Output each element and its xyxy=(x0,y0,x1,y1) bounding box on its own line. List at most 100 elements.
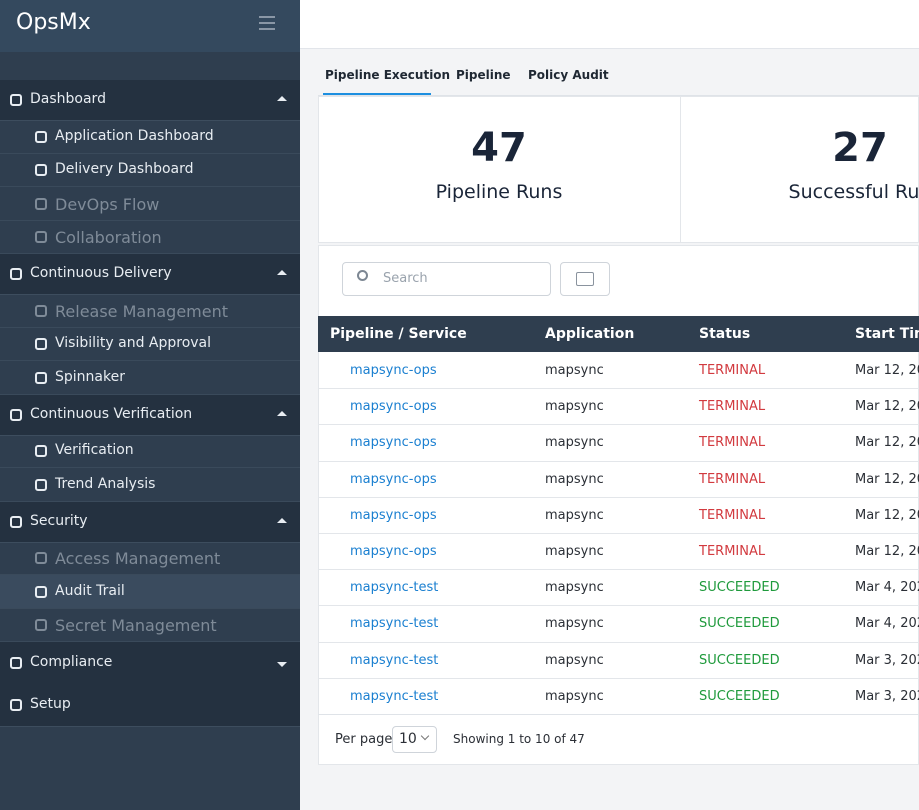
nav-section[interactable] xyxy=(0,501,300,543)
nav-section[interactable] xyxy=(0,394,300,436)
tab[interactable]: Policy Audit xyxy=(528,68,609,82)
nav-section-label: Setup xyxy=(30,696,71,712)
per-page-label: Per page xyxy=(335,732,393,747)
menu-toggle-bar xyxy=(259,22,275,24)
nav-item-label: Access Management xyxy=(55,549,221,569)
nav-section[interactable] xyxy=(0,684,300,727)
top-bar xyxy=(300,0,919,49)
pipeline-link[interactable]: mapsync-ops xyxy=(350,399,437,415)
table-cell: mapsync xyxy=(545,507,604,523)
nav-item-icon xyxy=(35,164,47,177)
nav-item[interactable] xyxy=(0,607,300,609)
table-cell: Mar 12, 20 xyxy=(855,507,919,523)
column-header: Application xyxy=(545,326,635,342)
table-cell: mapsync xyxy=(545,471,604,487)
nav-item-active xyxy=(0,575,300,609)
nav-section[interactable] xyxy=(0,254,300,295)
pipeline-link[interactable]: mapsync-test xyxy=(350,580,439,596)
nav-item[interactable] xyxy=(0,326,300,328)
nav-item-label: DevOps Flow xyxy=(55,194,160,214)
nav-section-icon xyxy=(10,94,22,106)
menu-toggle[interactable] xyxy=(259,16,275,30)
nav-item-icon xyxy=(35,197,47,210)
per-page-select[interactable] xyxy=(392,726,437,753)
tab[interactable]: Pipeline xyxy=(456,68,511,82)
nav-item-label: Collaboration xyxy=(55,228,162,248)
nav-section-label: Continuous Delivery xyxy=(30,265,172,281)
nav-item[interactable] xyxy=(0,641,300,642)
nav-item-label: Secret Management xyxy=(55,616,217,636)
pipeline-link[interactable]: mapsync-ops xyxy=(350,363,437,378)
table-cell: mapsync xyxy=(545,363,604,378)
nav-item-icon xyxy=(35,619,47,632)
table-cell: Mar 12, 20 xyxy=(855,471,919,487)
row-divider xyxy=(318,605,919,607)
logo: OpsMx xyxy=(16,10,91,35)
nav-section-icon xyxy=(10,699,22,711)
nav-item[interactable] xyxy=(0,500,300,502)
nav-item[interactable] xyxy=(0,574,300,575)
table-cell: mapsync xyxy=(545,652,604,668)
row-divider xyxy=(318,533,919,534)
nav-item-label: Release Management xyxy=(55,301,228,321)
nav-caret xyxy=(277,517,287,523)
search-placeholder: Search xyxy=(383,271,428,286)
nav-item[interactable] xyxy=(0,467,300,468)
pipeline-link[interactable]: mapsync-ops xyxy=(350,507,437,523)
tab-divider xyxy=(318,95,919,96)
nav-item-label: Visibility and Approval xyxy=(55,335,212,352)
tab[interactable]: Pipeline Execution xyxy=(325,68,451,82)
table-cell: Mar 12, 20 xyxy=(855,363,919,378)
table-cell: SUCCEEDED xyxy=(699,580,780,596)
row-divider xyxy=(318,460,919,462)
nav-section-icon xyxy=(10,657,22,669)
column-header: Status xyxy=(699,326,751,342)
nav-section-label: Security xyxy=(30,512,88,529)
pipeline-link[interactable]: mapsync-ops xyxy=(350,471,437,487)
nav-item-label: Spinnaker xyxy=(55,368,125,385)
stat-label: Successful Run xyxy=(788,181,919,203)
nav-item-icon xyxy=(35,552,47,565)
nav-item-icon xyxy=(35,304,47,317)
table-cell: Mar 12, 20 xyxy=(855,399,919,415)
nav-item-icon xyxy=(35,371,47,384)
nav-caret xyxy=(277,96,287,101)
table-cell: mapsync xyxy=(545,688,604,704)
nav-item[interactable] xyxy=(0,152,300,154)
table-cell: Mar 3, 202 xyxy=(855,652,919,668)
table-header xyxy=(318,316,919,352)
table-cell: TERMINAL xyxy=(699,507,766,523)
nav-item[interactable] xyxy=(0,253,300,254)
row-divider xyxy=(318,677,919,679)
tab-underline xyxy=(323,93,431,95)
row-divider xyxy=(318,569,919,571)
row-divider xyxy=(318,496,919,498)
row-divider xyxy=(318,388,919,390)
nav-caret xyxy=(277,410,287,416)
table-cell: SUCCEEDED xyxy=(699,688,780,704)
showing-text: Showing 1 to 10 of 47 xyxy=(453,732,585,746)
pipeline-link[interactable]: mapsync-test xyxy=(350,616,439,632)
nav-item[interactable] xyxy=(0,360,300,361)
pipeline-link[interactable]: mapsync-ops xyxy=(350,435,437,451)
table-cell: SUCCEEDED xyxy=(699,652,780,668)
nav-item[interactable] xyxy=(0,186,300,187)
stat-value: 47 xyxy=(471,125,527,171)
main: Search Per page 10 Showing 1 to 10 of 47… xyxy=(300,0,919,810)
nav-section[interactable] xyxy=(0,80,300,121)
pipeline-link[interactable]: mapsync-test xyxy=(350,688,439,704)
table-cell: TERMINAL xyxy=(699,363,766,378)
table-cell: TERMINAL xyxy=(699,435,766,451)
nav-item[interactable] xyxy=(0,393,300,395)
export-button[interactable] xyxy=(560,262,610,296)
table-cell: Mar 4, 202 xyxy=(855,580,919,596)
table-cell: SUCCEEDED xyxy=(699,616,780,632)
nav-item-label: Audit Trail xyxy=(55,582,125,599)
per-page-value: 10 xyxy=(399,731,417,747)
table-cell: TERMINAL xyxy=(699,399,766,415)
search-box[interactable] xyxy=(342,262,551,296)
pipeline-link[interactable]: mapsync-ops xyxy=(350,544,437,559)
table-cell: TERMINAL xyxy=(699,471,766,487)
nav-item[interactable] xyxy=(0,219,300,221)
pipeline-link[interactable]: mapsync-test xyxy=(350,652,439,668)
